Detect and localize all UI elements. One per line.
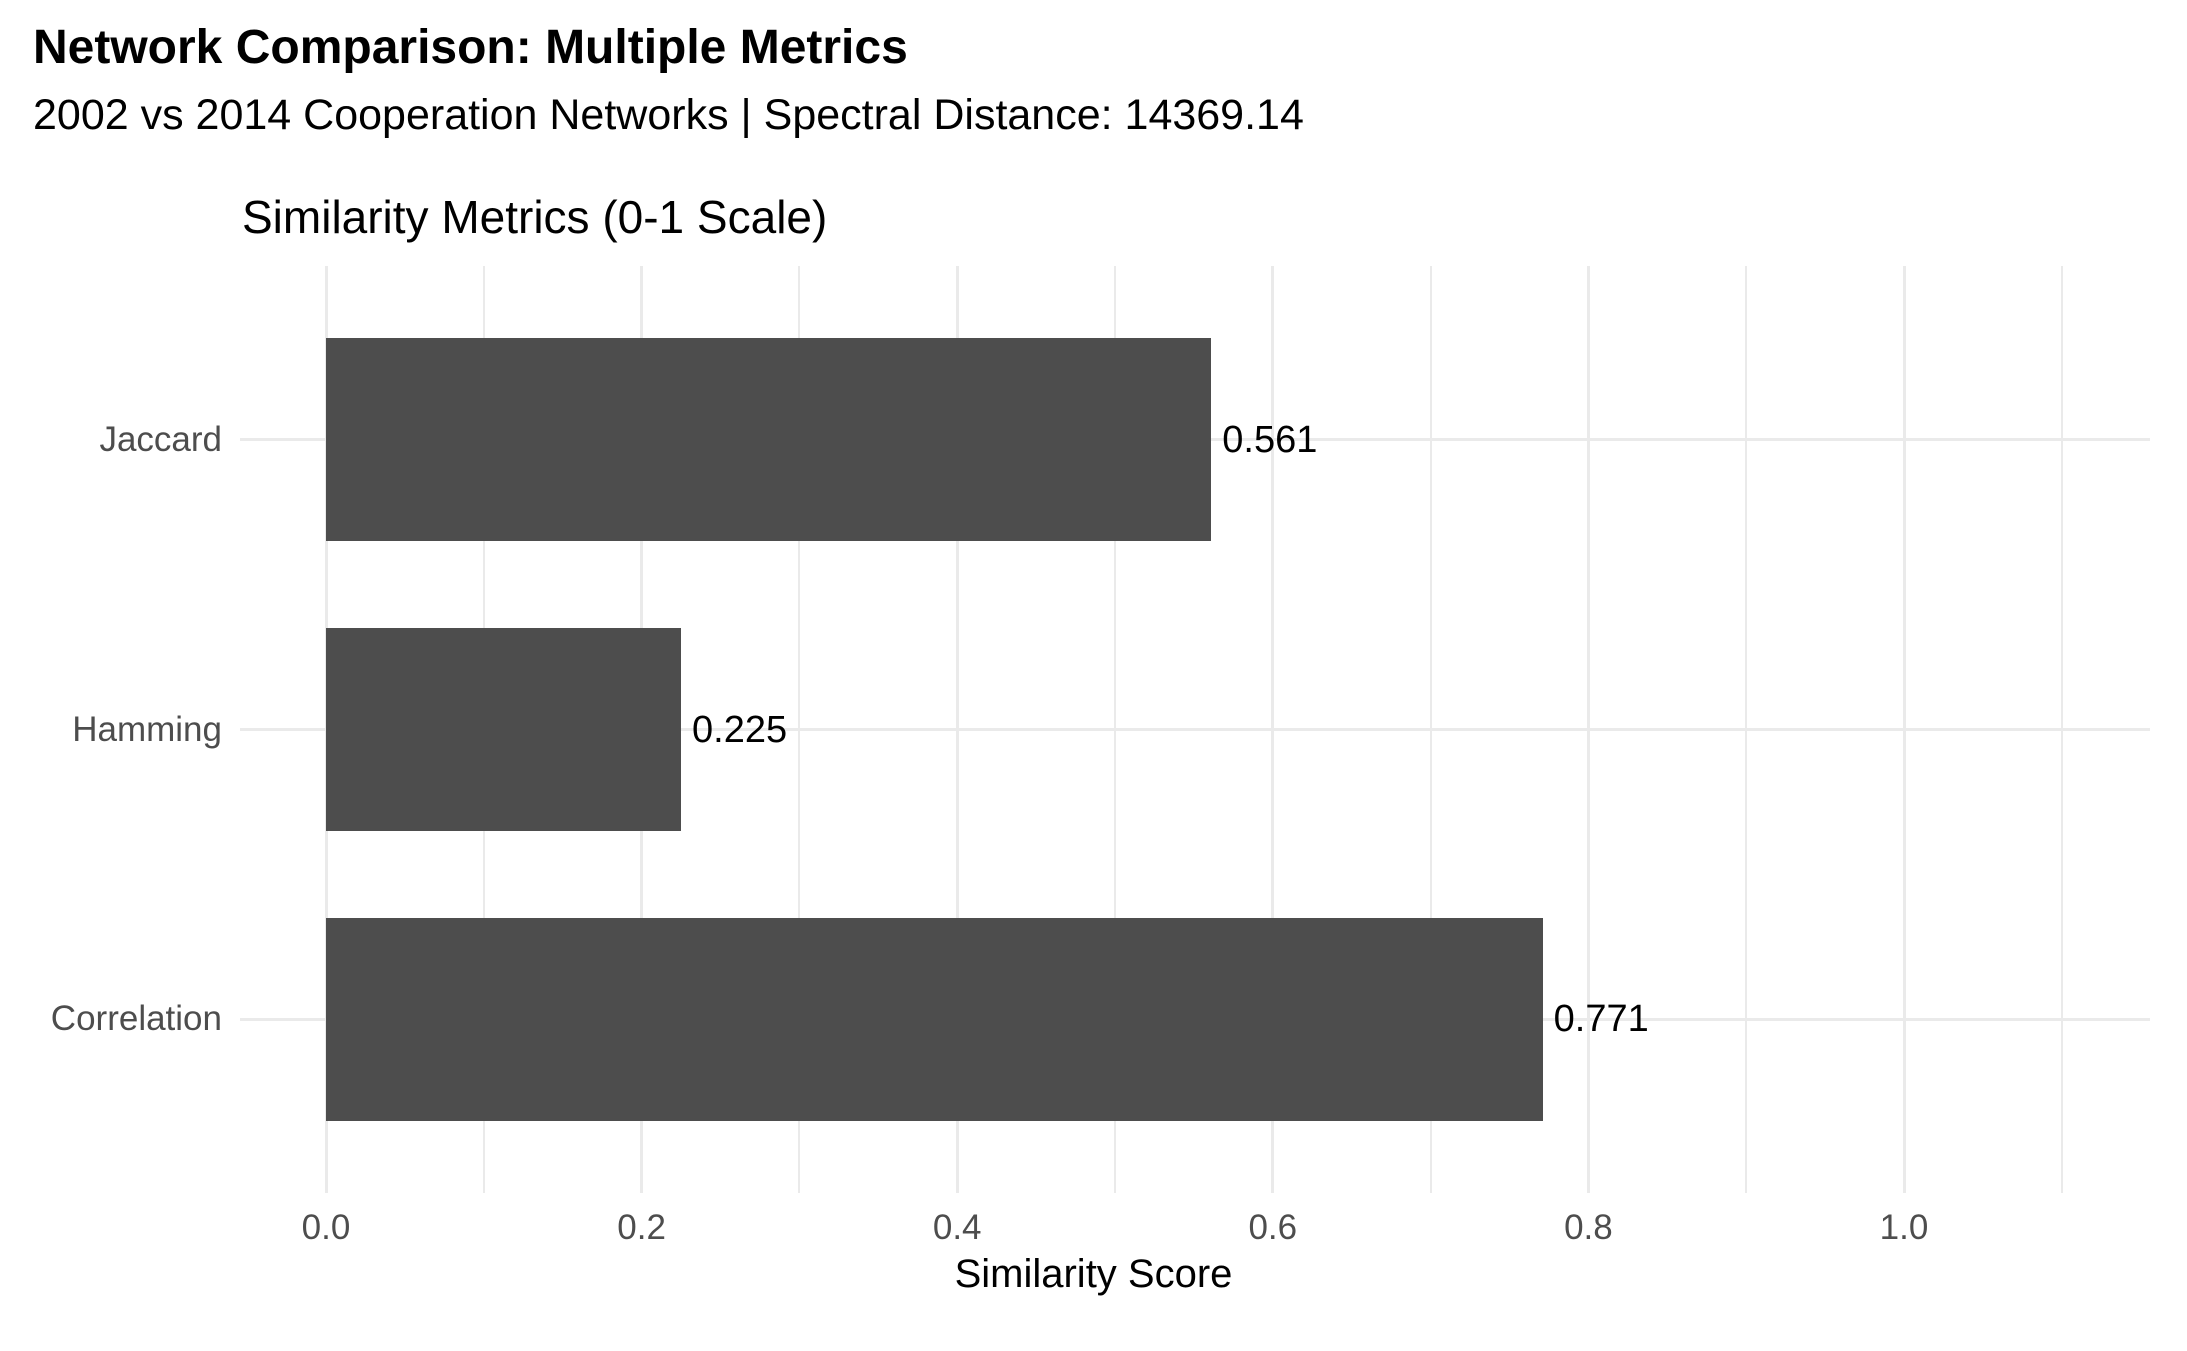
x-axis-title: Similarity Score: [954, 1252, 1233, 1296]
y-major-gridline: [240, 728, 2150, 731]
x-minor-gridline: [1745, 266, 1748, 1193]
x-tick-label: 0.0: [301, 1208, 351, 1247]
chart-main-title: Network Comparison: Multiple Metrics: [33, 21, 908, 74]
x-minor-gridline: [1114, 266, 1116, 1193]
x-minor-gridline: [798, 266, 801, 1193]
bar-value-label: 0.561: [1222, 418, 1318, 461]
x-major-gridline: [955, 266, 959, 1193]
panel-title: Similarity Metrics (0-1 Scale): [242, 191, 828, 243]
bar: [326, 338, 1212, 542]
x-tick-label: 0.4: [932, 1208, 982, 1247]
bar: [326, 628, 682, 831]
chart-subtitle: 2002 vs 2014 Cooperation Networks | Spec…: [33, 91, 1304, 139]
bar: [326, 917, 1543, 1121]
x-tick-label: 0.6: [1248, 1208, 1298, 1247]
x-minor-gridline: [2060, 266, 2063, 1193]
x-tick-label: 1.0: [1879, 1208, 1929, 1247]
y-axis-label: Correlation: [50, 999, 222, 1039]
x-tick-label: 0.8: [1564, 1208, 1613, 1247]
bar-value-label: 0.771: [1553, 998, 1649, 1041]
plot-panel: 0.561 0.225 0.771: [240, 266, 2150, 1193]
x-major-gridline: [1271, 266, 1275, 1193]
x-tick-label: 0.2: [617, 1208, 666, 1247]
y-axis-label: Jaccard: [99, 419, 222, 459]
x-minor-gridline: [1429, 266, 1432, 1193]
x-major-gridline: [1586, 266, 1590, 1193]
bar-value-label: 0.225: [692, 708, 788, 751]
x-major-gridline: [1902, 266, 1906, 1193]
y-axis-label: Hamming: [72, 709, 222, 749]
